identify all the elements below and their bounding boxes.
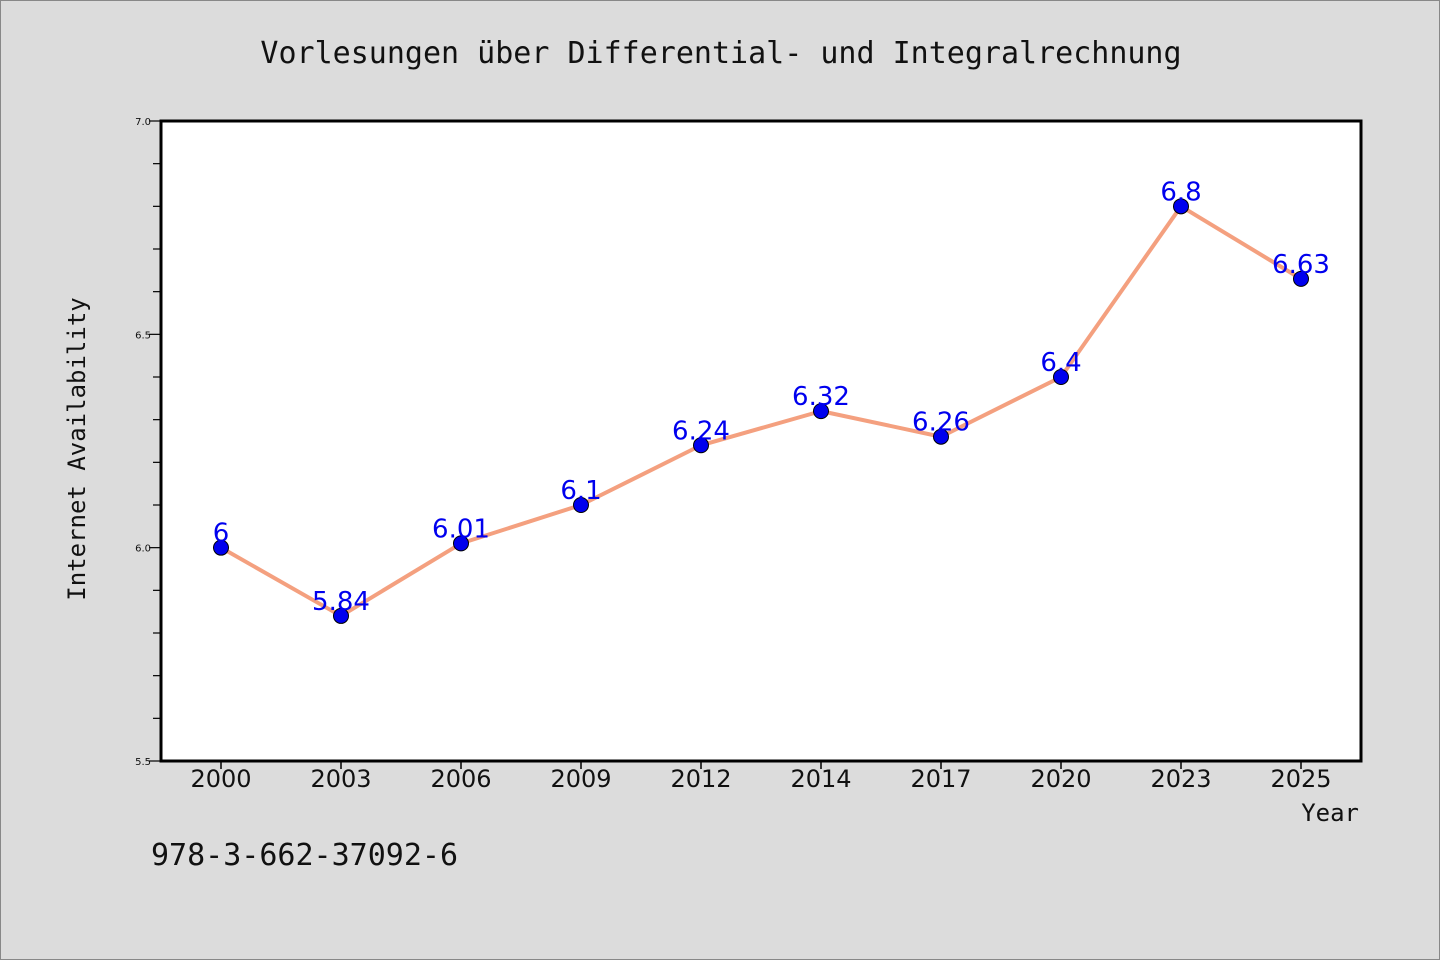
series-markers — [213, 198, 1309, 624]
data-label: 6.24 — [672, 416, 730, 446]
data-label: 6 — [213, 519, 230, 549]
x-tick-label: 2023 — [1150, 765, 1211, 793]
y-tick-label: 7.0 — [135, 117, 151, 128]
data-label: 6.01 — [432, 514, 490, 544]
chart-title: Vorlesungen über Differential- und Integ… — [260, 36, 1181, 71]
x-tick-label: 2009 — [550, 765, 611, 793]
y-tick-label: 5.5 — [135, 757, 151, 768]
y-axis: 5.5 6.0 6.5 7.0 — [135, 117, 161, 768]
x-tick-label: 2003 — [310, 765, 371, 793]
data-label: 5.84 — [312, 587, 370, 617]
y-tick-label: 6.5 — [135, 330, 151, 341]
x-axis: 2000 2003 2006 2009 2012 2014 2017 2020 2023 2025 — [190, 761, 1332, 793]
data-label: 6.26 — [912, 408, 970, 438]
data-label: 6.32 — [792, 382, 850, 412]
data-point — [1053, 369, 1069, 385]
y-axis-label: Internet Availability — [63, 297, 91, 600]
x-tick-label: 2012 — [670, 765, 731, 793]
data-label: 6.4 — [1040, 348, 1081, 378]
data-point — [813, 403, 829, 420]
data-point — [333, 607, 349, 624]
data-point — [453, 535, 469, 552]
data-labels: 6 5.84 6.01 6.1 6.24 6.32 6.26 6.4 6.8 6.63 — [213, 177, 1330, 617]
data-label: 6.8 — [1160, 177, 1201, 207]
data-point — [693, 437, 709, 454]
isbn-text: 978-3-662-37092-6 — [151, 838, 458, 873]
x-tick-label: 2014 — [790, 765, 851, 793]
data-point — [1173, 198, 1189, 215]
x-tick-label: 2025 — [1270, 765, 1331, 793]
x-tick-label: 2000 — [190, 765, 251, 793]
data-label: 6.63 — [1272, 250, 1330, 280]
data-point — [573, 497, 589, 513]
data-point — [213, 539, 229, 556]
data-label: 6.1 — [560, 476, 601, 506]
x-tick-label: 2020 — [1030, 765, 1091, 793]
plot-area — [159, 119, 1363, 763]
x-tick-label: 2017 — [910, 765, 971, 793]
x-tick-label: 2006 — [430, 765, 491, 793]
y-tick-label: 6.0 — [135, 544, 151, 555]
data-point — [933, 428, 949, 445]
series-line — [219, 204, 1303, 618]
x-axis-label: Year — [1301, 799, 1359, 827]
data-point — [1293, 270, 1309, 287]
